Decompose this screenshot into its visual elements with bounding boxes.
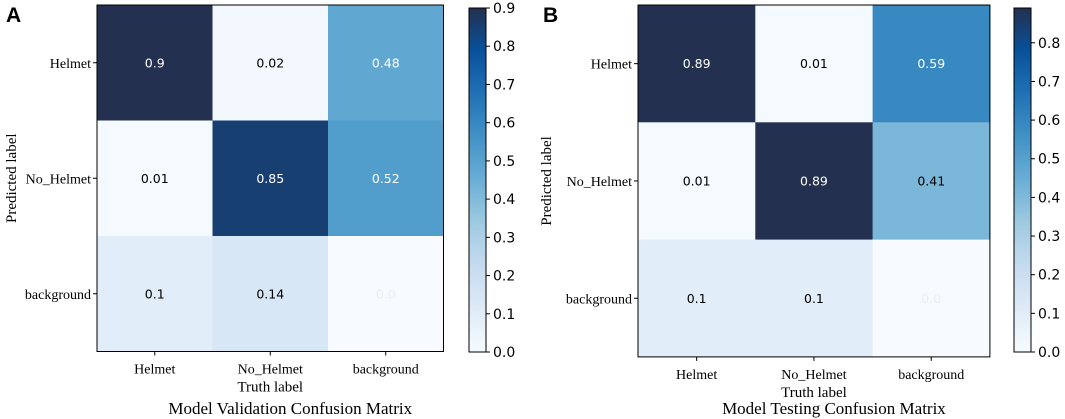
colorbar-tick-label: 0.0	[1038, 345, 1060, 361]
chart-title: Model Testing Confusion Matrix	[722, 399, 946, 418]
cell-value-label: 0.01	[800, 56, 828, 71]
cell-value-label: 0.02	[256, 55, 284, 70]
colorbar-tick-label: 0.5	[493, 154, 515, 170]
colorbar-tick-label: 0.9	[493, 1, 515, 17]
cell-value-label: 0.59	[917, 56, 945, 71]
colorbar-tick-label: 0.2	[1038, 268, 1060, 284]
x-tick-label: No_Helmet	[238, 363, 303, 378]
x-axis-label: Truth label	[781, 385, 847, 401]
cell-value-label: 0.01	[683, 173, 711, 188]
heatmap-cell	[328, 236, 444, 352]
heatmap-cell	[872, 5, 991, 123]
heatmap-cell	[755, 239, 874, 358]
cell-value-label: 0.1	[804, 291, 824, 306]
colorbar-tick-label: 0.6	[493, 116, 515, 132]
y-axis-label: Predicted label	[539, 136, 555, 226]
x-tick-label: Helmet	[676, 368, 717, 383]
heatmap-cell	[755, 5, 874, 123]
colorbar-tick-label: 0.4	[493, 192, 515, 208]
colorbar-tick-label: 0.6	[1038, 113, 1060, 129]
heatmap-cell	[97, 5, 213, 121]
cell-value-label: 0.52	[372, 171, 400, 186]
confusion-matrix-panel-a: A 0.9 0.02 0.48 0.01 0.85 0.52 0.1 0.14 0.0 Helmet…	[4, 1, 515, 418]
y-tick-label: No_Helmet	[26, 172, 91, 187]
panel-label: B	[543, 4, 558, 27]
cell-value-label: 0.0	[921, 291, 941, 306]
cell-value-label: 0.1	[145, 286, 165, 301]
colorbar-tick-label: 0.5	[1038, 152, 1060, 168]
heatmap-cell	[872, 122, 991, 241]
colorbar	[468, 7, 487, 353]
heatmap-cell	[328, 5, 444, 121]
heatmap-cell	[212, 120, 329, 237]
colorbar-tick-label: 0.3	[493, 230, 515, 246]
colorbar-tick-label: 0.8	[493, 39, 515, 55]
y-tick-label: background	[566, 292, 632, 307]
cell-value-label: 0.0	[376, 286, 396, 301]
colorbar	[1013, 7, 1032, 353]
cell-value-label: 0.1	[687, 291, 707, 306]
colorbar-tick-label: 0.2	[493, 269, 515, 285]
heatmap-cell	[97, 236, 213, 352]
heatmap-cell	[212, 5, 329, 121]
cell-value-label: 0.89	[800, 173, 828, 188]
colorbar-tick-label: 0.3	[1038, 229, 1060, 245]
heatmap-cell	[755, 122, 874, 241]
colorbar-tick-label: 0.1	[493, 307, 515, 323]
x-tick-label: background	[898, 368, 964, 383]
cell-value-label: 0.41	[917, 173, 945, 188]
y-tick-label: background	[25, 288, 91, 303]
y-tick-label: No_Helmet	[567, 175, 632, 190]
x-tick-label: No_Helmet	[781, 368, 846, 383]
cell-value-label: 0.14	[256, 286, 284, 301]
colorbar-tick-label: 0.7	[493, 77, 515, 93]
cell-value-label: 0.89	[683, 56, 711, 71]
heatmap-cell	[872, 239, 991, 358]
heatmap-cell	[212, 236, 329, 352]
colorbar-tick-label: 0.7	[1038, 74, 1060, 90]
heatmap-cell	[328, 120, 444, 237]
y-axis-label: Predicted label	[4, 133, 20, 223]
cell-value-label: 0.01	[141, 171, 169, 186]
heatmap-cell	[638, 122, 756, 241]
heatmap-cell	[97, 120, 213, 237]
cell-value-label: 0.9	[145, 55, 165, 70]
colorbar-tick-label: 0.0	[493, 345, 515, 361]
cell-value-label: 0.85	[256, 171, 284, 186]
y-tick-label: Helmet	[591, 58, 632, 73]
colorbar-tick-label: 0.8	[1038, 36, 1060, 52]
confusion-matrix-panel-b: B 0.89 0.01 0.59 0.01 0.89 0.41 0.1 0.1 0.0 Helmet…	[539, 4, 1060, 418]
cell-value-label: 0.48	[372, 55, 400, 70]
heatmap-cell	[638, 5, 756, 123]
x-tick-label: Helmet	[134, 363, 175, 378]
y-tick-label: Helmet	[50, 57, 91, 72]
panel-label: A	[6, 4, 21, 27]
x-axis-label: Truth label	[237, 380, 303, 396]
colorbar-tick-label: 0.1	[1038, 306, 1060, 322]
heatmap-cell	[638, 239, 756, 358]
chart-title: Model Validation Confusion Matrix	[168, 399, 412, 418]
colorbar-tick-label: 0.4	[1038, 190, 1060, 206]
x-tick-label: background	[353, 363, 419, 378]
